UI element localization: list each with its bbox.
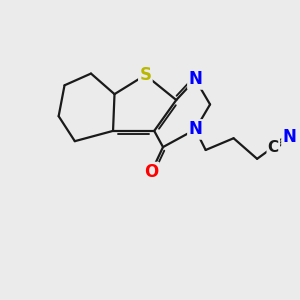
Text: O: O: [144, 163, 158, 181]
Text: N: N: [188, 70, 202, 88]
Text: N: N: [188, 120, 202, 138]
Text: C: C: [268, 140, 279, 154]
Text: S: S: [140, 66, 152, 84]
Text: N: N: [283, 128, 296, 146]
